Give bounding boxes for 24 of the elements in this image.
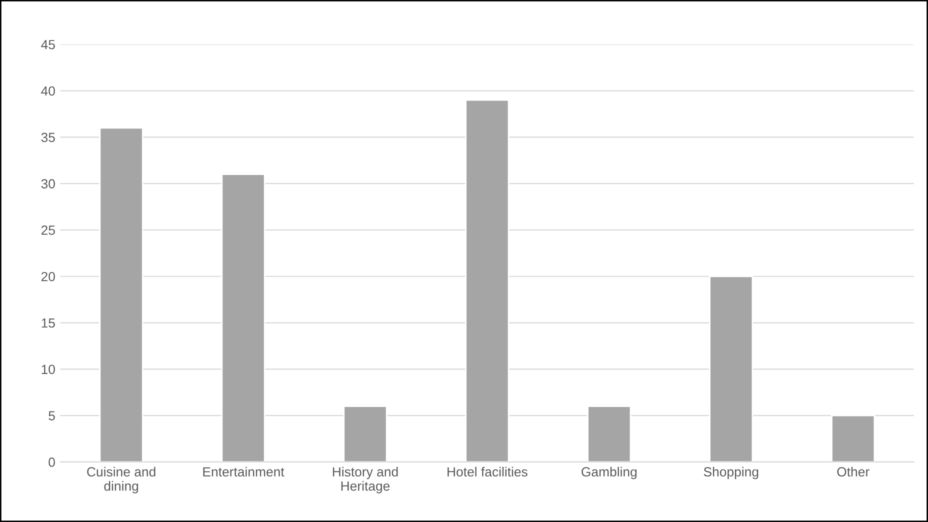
y-tick-label: 35 (41, 132, 55, 142)
y-tick-label: 0 (48, 458, 55, 467)
x-tick-label: History and Heritage (332, 466, 398, 494)
bar (343, 406, 388, 462)
x-tick-label: Other (837, 466, 870, 477)
x-tick-label: Shopping (704, 466, 758, 480)
bar (99, 127, 144, 462)
y-tick-label: 20 (41, 272, 55, 282)
bar (587, 406, 632, 462)
bar (465, 99, 510, 462)
bar (709, 276, 754, 462)
x-tick-label: Gambling (582, 466, 637, 480)
x-tick-label: Entertainment (203, 466, 284, 477)
y-tick-label: 25 (41, 226, 55, 235)
y-tick-label: 45 (41, 40, 55, 50)
y-tick-label: 10 (42, 364, 55, 374)
y-tick-label: 40 (41, 86, 55, 96)
bar (221, 174, 266, 462)
x-tick-label: Cuisine and dining (87, 466, 156, 494)
y-tick-label: 30 (41, 179, 55, 188)
y-tick-label: 5 (48, 411, 55, 420)
x-tick-label: Hotel facilities (448, 466, 528, 477)
y-tick-label: 15 (42, 318, 55, 328)
bar (831, 414, 876, 462)
